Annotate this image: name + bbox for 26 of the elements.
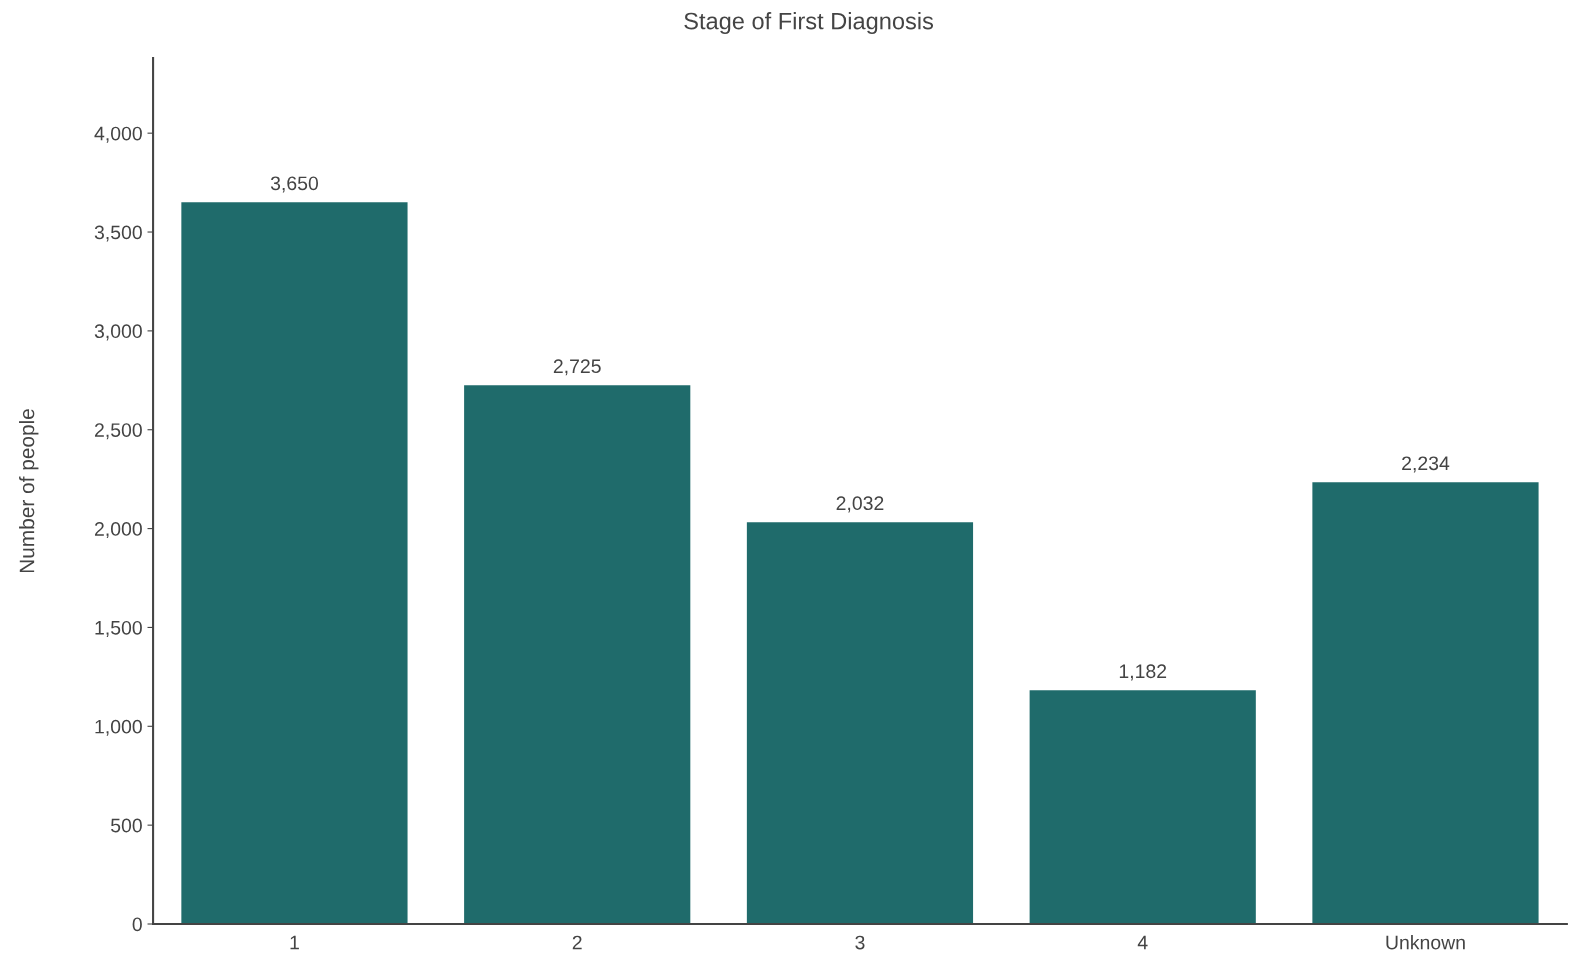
y-tick-label: 500: [111, 818, 142, 833]
data-label: 2,032: [836, 496, 884, 513]
y-tick-label: 2,000: [94, 522, 142, 539]
x-tick-label: 2: [572, 935, 582, 950]
bar: [464, 385, 691, 924]
y-tick-label: 0: [132, 917, 142, 932]
bar: [181, 202, 408, 924]
data-label: 1,182: [1119, 664, 1167, 681]
y-tick-label: 1,500: [95, 620, 142, 637]
y-tick-label: 3,500: [94, 225, 142, 242]
bar: [1029, 690, 1256, 924]
y-tick-label: 1,000: [95, 719, 142, 736]
x-tick-label: 3: [855, 935, 865, 950]
y-tick-label: 4,000: [94, 126, 142, 143]
data-label: 3,650: [270, 176, 319, 193]
chart-title: Stage of First Diagnosis: [684, 12, 934, 35]
data-label: 2,234: [1402, 456, 1450, 473]
y-tick-label: 3,000: [94, 324, 142, 341]
x-tick-label: 1: [290, 935, 299, 950]
data-label: 2,725: [553, 359, 601, 376]
x-tick-label: 4: [1137, 935, 1148, 950]
bar: [746, 522, 974, 924]
bar: [1312, 482, 1539, 924]
y-tick-label: 2,500: [94, 423, 142, 440]
y-axis-title: Number of people: [19, 409, 39, 573]
x-tick-label: Unknown: [1386, 935, 1465, 950]
